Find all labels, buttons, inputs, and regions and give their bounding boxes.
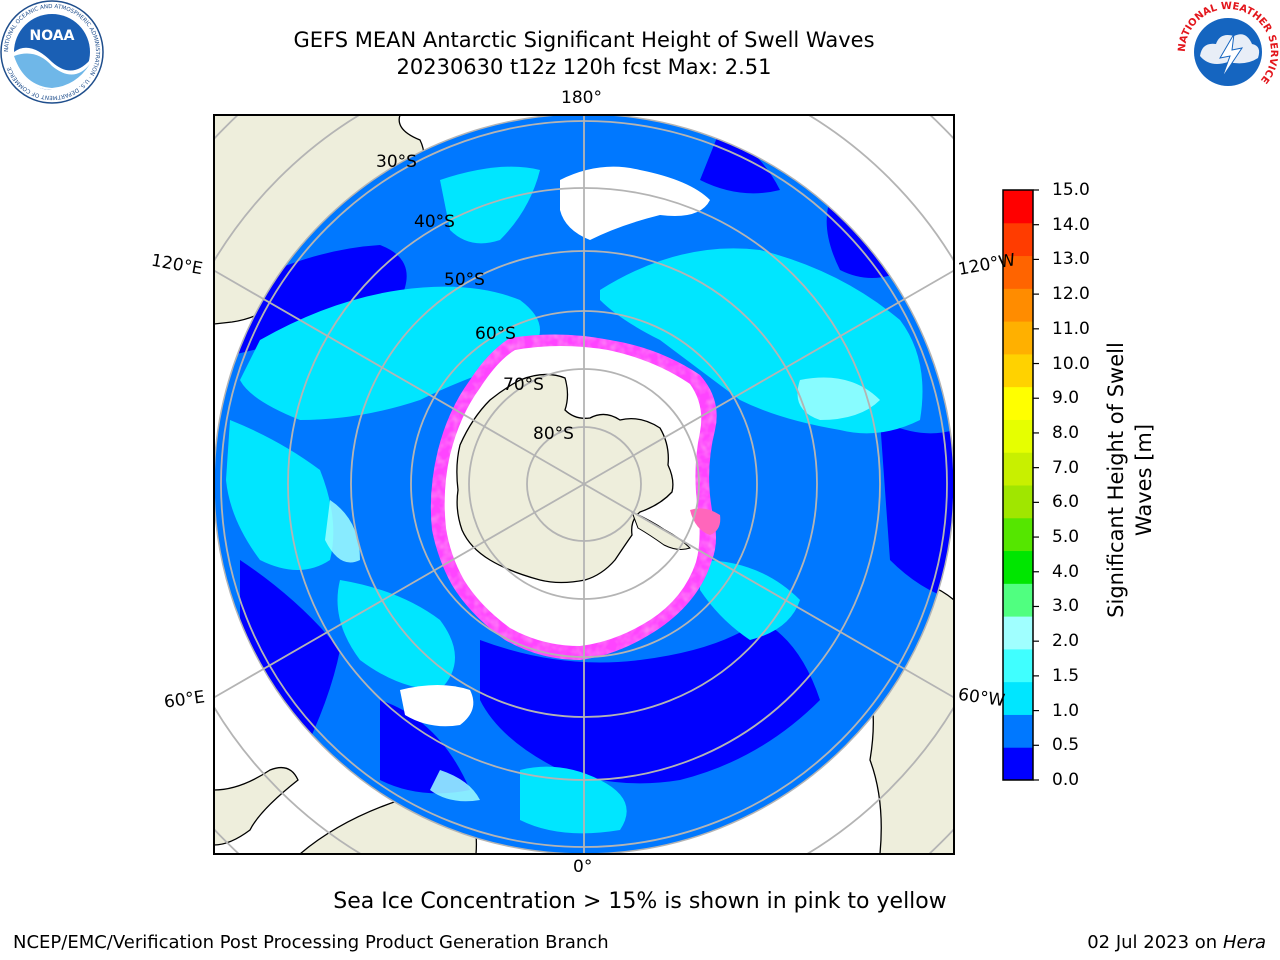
- lat-label-80s: 80°S: [533, 424, 574, 444]
- colorbar-swatch: [1003, 386, 1033, 420]
- colorbar-swatch: [1003, 321, 1033, 355]
- noaa-logo-text: NOAA: [30, 28, 75, 44]
- colorbar-swatch: [1003, 353, 1033, 388]
- colorbar-tick-label: 11.0: [1052, 318, 1090, 339]
- colorbar-tick-label: 3.0: [1052, 596, 1080, 617]
- lat-label-40s: 40°S: [414, 212, 455, 232]
- colorbar-tick-label: 7.0: [1052, 457, 1080, 478]
- colorbar-swatch: [1003, 550, 1033, 584]
- colorbar-swatch: [1003, 517, 1033, 552]
- credit-date: 02 Jul 2023 on Hera: [1087, 932, 1266, 953]
- colorbar-tick-label: 5.0: [1052, 527, 1080, 548]
- colorbar-tick-label: 6.0: [1052, 492, 1080, 513]
- colorbar-tick-label: 10.0: [1052, 353, 1090, 374]
- colorbar-swatch: [1003, 583, 1033, 617]
- colorbar-swatch: [1003, 452, 1033, 486]
- colorbar-swatch: [1003, 648, 1033, 683]
- colorbar-tick-label: 12.0: [1052, 284, 1090, 305]
- colorbar-tick-label: 13.0: [1052, 249, 1090, 270]
- colorbar-tick-label: 0.5: [1052, 735, 1080, 756]
- nws-logo: NATIONAL WEATHER SERVICE: [1177, 1, 1279, 102]
- colorbar-tick-label: 1.5: [1052, 665, 1080, 686]
- noaa-logo: NOAA NATIONAL OCEANIC AND ATMOSPHERIC AD…: [0, 0, 104, 104]
- colorbar-swatch: [1003, 222, 1033, 257]
- colorbar-tick-label: 15.0: [1052, 180, 1090, 200]
- lat-label-60s: 60°S: [475, 324, 516, 344]
- sea-ice-note: Sea Ice Concentration > 15% is shown in …: [333, 889, 947, 914]
- colorbar-tick-label: 14.0: [1052, 214, 1090, 235]
- colorbar-swatch: [1003, 255, 1033, 289]
- lat-label-30s: 30°S: [376, 152, 417, 172]
- chart-title: GEFS MEAN Antarctic Significant Height o…: [293, 28, 875, 52]
- lon-label-0: 0°: [573, 857, 593, 877]
- credit-host: Hera: [1222, 932, 1266, 953]
- credit-date-text: 02 Jul 2023 on: [1087, 932, 1223, 953]
- credit-branch: NCEP/EMC/Verification Post Processing Pr…: [13, 932, 609, 953]
- colorbar-swatch: [1003, 681, 1033, 715]
- colorbar-tick-label: 1.0: [1052, 700, 1080, 721]
- colorbar-swatch: [1003, 288, 1033, 322]
- colorbar-tick-label: 9.0: [1052, 388, 1080, 409]
- colorbar-swatch: [1003, 747, 1033, 781]
- map-frame: [213, 114, 955, 855]
- chart-subtitle: 20230630 t12z 120h fcst Max: 2.51: [396, 55, 772, 79]
- colorbar-tick-label: 4.0: [1052, 561, 1080, 582]
- colorbar-swatch: [1003, 616, 1033, 650]
- colorbar-swatch: [1003, 190, 1033, 224]
- colorbar-tick-label: 8.0: [1052, 422, 1080, 443]
- colorbar-label: Significant Height of Swell Waves [m]: [1104, 342, 1156, 618]
- graticule: [214, 115, 954, 854]
- lon-label-180: 180°: [561, 88, 602, 108]
- colorbar-tick-label: 0.0: [1052, 770, 1080, 790]
- colorbar: [1002, 189, 1039, 781]
- lat-label-50s: 50°S: [444, 270, 485, 290]
- antarctica-land: [456, 373, 674, 584]
- colorbar-swatch: [1003, 485, 1033, 519]
- colorbar-frame: [1002, 189, 1034, 781]
- lat-label-70s: 70°S: [503, 375, 544, 395]
- colorbar-swatch: [1003, 419, 1033, 453]
- colorbar-tick-label: 2.0: [1052, 631, 1080, 652]
- colorbar-swatch: [1003, 714, 1033, 748]
